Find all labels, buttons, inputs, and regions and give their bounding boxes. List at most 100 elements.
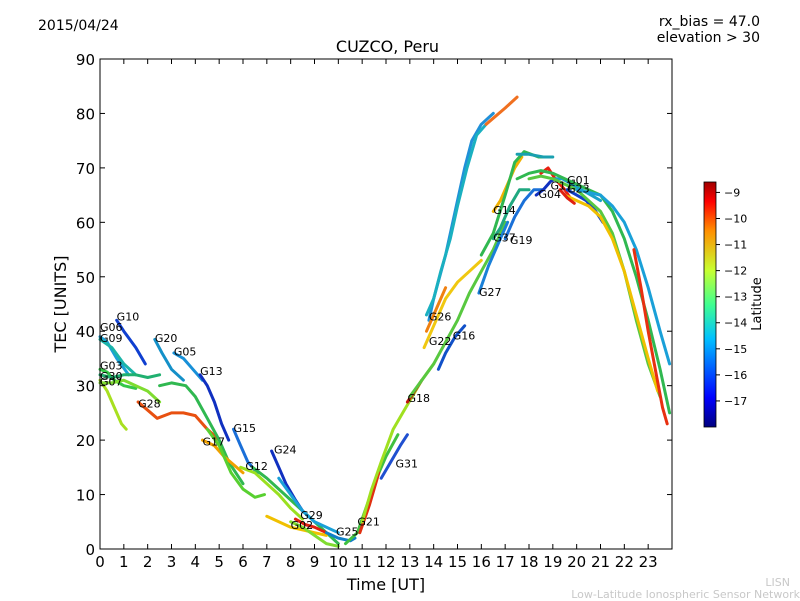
x-tick-label: 14 [424, 553, 443, 571]
date-label: 2015/04/24 [38, 18, 119, 34]
series-line-40 [515, 152, 555, 159]
series-line-0 [115, 318, 147, 366]
footer-org-long: Low-Latitude Ionospheric Sensor Network [571, 588, 800, 601]
series-line-6 [98, 373, 162, 379]
series-line-22 [324, 531, 357, 543]
y-tick-label: 80 [76, 105, 95, 123]
y-tick-label: 60 [76, 214, 95, 232]
satellite-label-g02: G02 [291, 519, 314, 532]
x-axis-label: Time [UT] [346, 575, 425, 594]
rx-bias-label: rx_bias = 47.0 [658, 14, 760, 30]
colorbar-label: Latitude [750, 277, 765, 331]
satellite-label-g23: G23 [567, 182, 590, 195]
satellite-label-g05: G05 [174, 346, 197, 359]
x-tick-label: 19 [543, 553, 562, 571]
satellite-label-g17: G17 [202, 436, 225, 449]
colorbar-tick-label: −16 [724, 369, 747, 382]
series-line-31 [425, 286, 448, 333]
x-tick-label: 18 [519, 553, 538, 571]
x-tick-label: 10 [329, 553, 348, 571]
series-line-29 [408, 220, 507, 399]
series-line-21 [289, 520, 340, 548]
series-line-1 [98, 335, 131, 377]
satellite-label-g03: G03 [100, 359, 123, 372]
satellite-label-g24: G24 [274, 444, 297, 457]
x-tick-label: 6 [238, 553, 248, 571]
series-line-15 [239, 465, 305, 521]
satellite-label-g12: G12 [245, 460, 268, 473]
y-tick-label: 90 [76, 51, 95, 69]
series-line-32 [436, 324, 467, 371]
y-tick-label: 10 [76, 487, 95, 505]
series-line-18 [277, 476, 340, 535]
x-tick-label: 8 [286, 553, 296, 571]
x-tick-label: 20 [567, 553, 586, 571]
colorbar-tick-label: −9 [724, 186, 740, 199]
satellite-label-g25: G25 [336, 525, 359, 538]
y-axis-label: TEC [UNITS] [51, 256, 70, 354]
series-line-19 [265, 514, 328, 537]
y-tick-label: 30 [76, 378, 95, 396]
satellite-label-g26: G26 [429, 310, 452, 323]
series-line-36 [491, 188, 531, 241]
x-tick-label: 12 [376, 553, 395, 571]
colorbar-tick-label: −11 [724, 239, 747, 252]
satellite-label-g01: G01 [567, 174, 590, 187]
satellite-label-g15: G15 [233, 422, 256, 435]
colorbar-tick-label: −15 [724, 343, 747, 356]
satellite-label-g27: G27 [479, 286, 502, 299]
series-line-33 [425, 122, 488, 317]
x-tick-label: 7 [262, 553, 272, 571]
satellite-label-g21: G21 [357, 516, 380, 529]
series-line-9 [136, 400, 221, 442]
x-tick-label: 13 [400, 553, 419, 571]
series-line-24 [358, 471, 381, 535]
satellite-label-g18: G18 [407, 392, 430, 405]
series-line-47 [563, 193, 660, 393]
satellite-label-g06: G06 [100, 321, 123, 334]
satellite-label-g16: G16 [453, 329, 476, 342]
satellite-label-g28: G28 [138, 397, 161, 410]
series-line-50 [558, 188, 576, 205]
colorbar-tick-label: −17 [724, 395, 747, 408]
x-tick-label: 21 [591, 553, 610, 571]
satellite-label-g07: G07 [100, 376, 123, 389]
x-tick-label: 22 [615, 553, 634, 571]
colorbar-tick-label: −13 [724, 291, 747, 304]
satellite-label-g29: G29 [300, 509, 323, 522]
series-line-5 [98, 367, 138, 390]
footer-org-short: LISN [765, 576, 790, 589]
series-line-4 [172, 351, 204, 382]
x-tick-label: 17 [496, 553, 515, 571]
colorbar-tick-label: −10 [724, 212, 747, 225]
series-line-7 [98, 378, 128, 431]
x-tick-label: 3 [167, 553, 177, 571]
series-line-20 [293, 517, 328, 535]
elevation-label: elevation > 30 [656, 30, 760, 46]
chart-title: CUZCO, Peru [335, 37, 440, 56]
x-tick-label: 9 [310, 553, 320, 571]
colorbar [703, 181, 717, 428]
satellite-label-g11: G11 [550, 180, 573, 193]
satellite-label-g09: G09 [100, 332, 123, 345]
satellite-label-g04: G04 [539, 188, 562, 201]
series-line-8 [98, 378, 162, 404]
colorbar-tick-label: −12 [724, 265, 747, 278]
series-line-35 [477, 220, 510, 295]
series-line-38 [503, 188, 545, 241]
satellite-label-g13: G13 [200, 365, 223, 378]
satellite-label-g10: G10 [117, 310, 140, 323]
y-tick-label: 40 [76, 323, 95, 341]
plot-frame [99, 58, 673, 550]
y-tick-label: 50 [76, 269, 95, 287]
x-tick-label: 16 [472, 553, 491, 571]
x-tick-label: 15 [448, 553, 467, 571]
series-line-11 [198, 373, 231, 442]
series-line-28 [422, 258, 483, 350]
x-tick-label: 5 [214, 553, 224, 571]
satellite-label-g20: G20 [155, 332, 178, 345]
y-tick-label: 70 [76, 160, 95, 178]
x-tick-label: 1 [119, 553, 129, 571]
x-tick-label: 0 [95, 553, 105, 571]
